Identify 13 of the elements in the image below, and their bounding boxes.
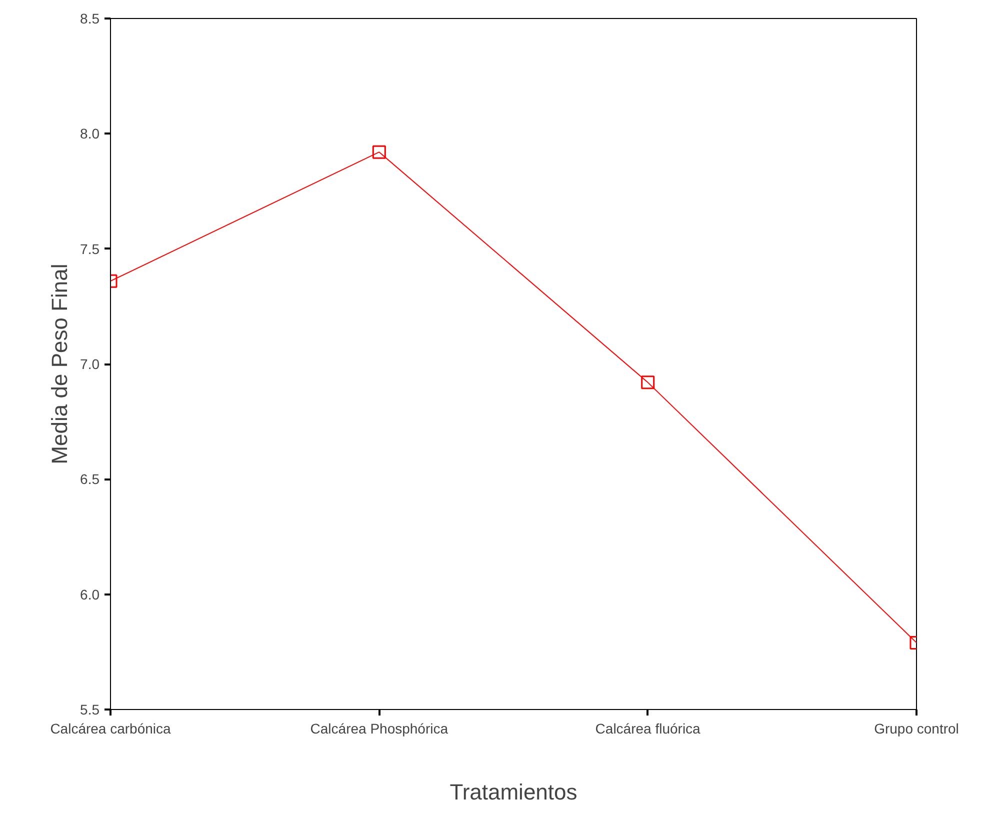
x-tick-label: Calcárea carbónica xyxy=(50,720,172,736)
y-tick-label: 8.0 xyxy=(80,126,100,142)
x-axis-title: Tratamientos xyxy=(450,780,578,804)
y-tick-label: 6.0 xyxy=(80,586,100,602)
y-tick-label: 6.5 xyxy=(80,471,100,488)
y-tick-label: 5.5 xyxy=(80,702,100,718)
x-tick-label: Calcárea fluórica xyxy=(595,720,701,736)
y-tick-label: 7.0 xyxy=(80,356,100,372)
y-tick-label: 8.5 xyxy=(80,10,100,26)
y-tick-label: 7.5 xyxy=(80,240,100,257)
x-tick-label: Grupo control xyxy=(874,720,959,736)
x-tick-label: Calcárea Phosphórica xyxy=(310,720,448,736)
y-axis-title: Media de Peso Final xyxy=(47,264,72,464)
